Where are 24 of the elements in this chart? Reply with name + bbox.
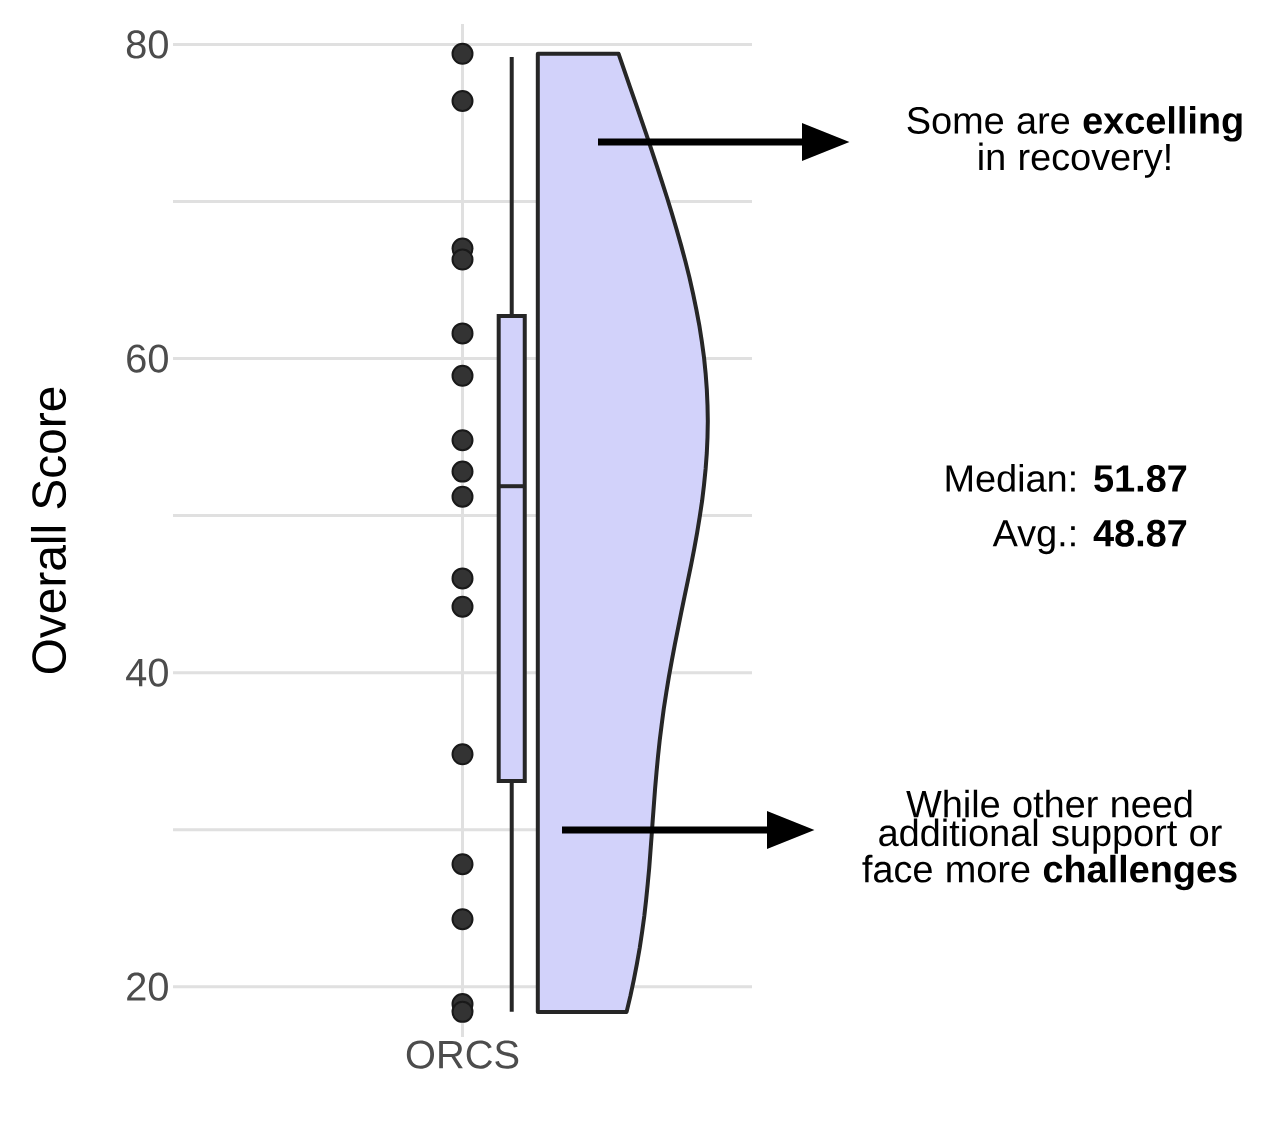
point [451,322,474,345]
point [451,567,474,590]
y-tick-label: 20 [127,972,168,1001]
text: Some are excelling in recovery! [907,106,1242,178]
point [451,364,474,387]
y-axis-title: Overall Score [30,387,67,674]
point [451,248,474,271]
point [451,1000,474,1023]
point [451,89,474,112]
y-tick-label: 80 [126,30,168,59]
x-tick-label: ORCS [406,1040,519,1069]
text: Median: 51.87 [946,464,1187,492]
point [451,460,474,483]
point [451,853,474,876]
text: Avg.: 48.87 [992,519,1187,555]
point [451,485,474,508]
y-tick-label: 40 [126,658,168,687]
point [451,908,474,931]
text: While other need additional support or face more challenges [862,789,1237,891]
y-tick-label: 60 [127,344,168,373]
point [451,595,474,618]
point [451,429,474,452]
point [451,743,474,766]
point [451,42,474,65]
